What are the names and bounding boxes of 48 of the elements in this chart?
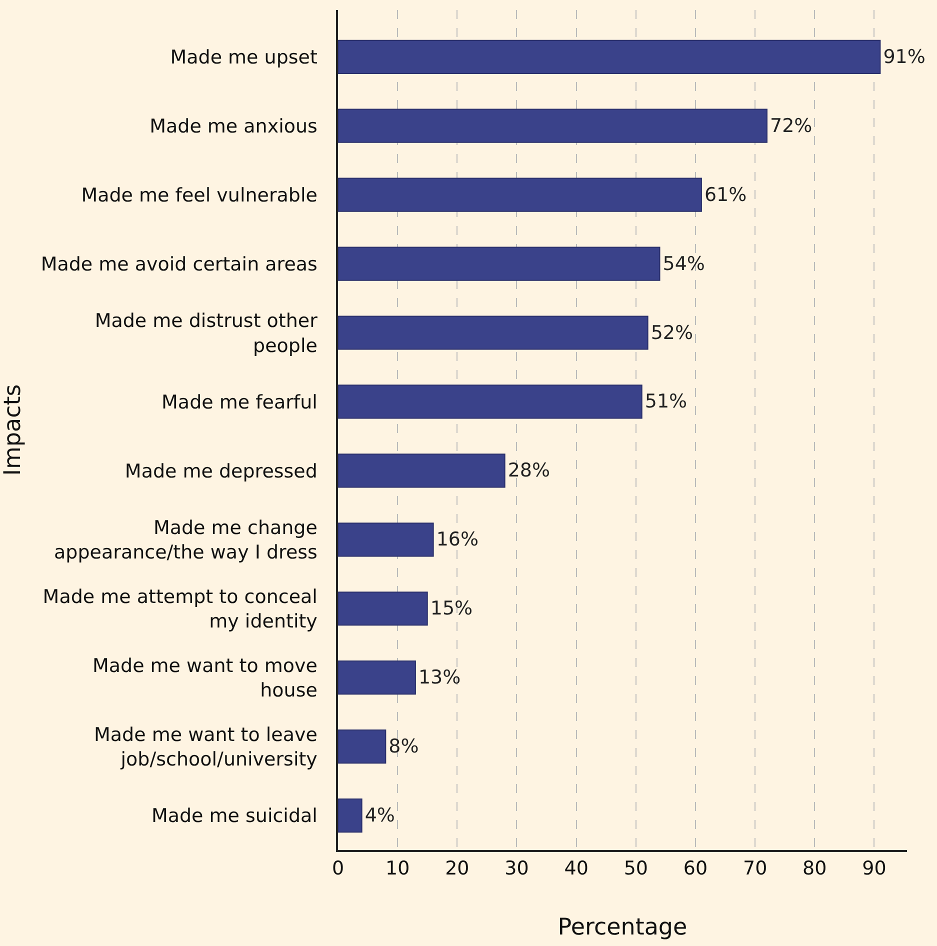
x-tick-label: 20 — [445, 858, 470, 880]
data-label: 51% — [644, 390, 688, 413]
data-label: 15% — [430, 598, 473, 620]
x-tick-label: 90 — [862, 858, 886, 880]
y-tick-label: Made me want to leave job/school/university — [94, 724, 318, 771]
bar — [338, 384, 642, 419]
y-tick-label: Made me suicidal — [151, 805, 318, 828]
data-label: 28% — [508, 460, 550, 482]
data-label: 13% — [418, 666, 461, 689]
bar — [338, 454, 506, 488]
y-tick-label: Made me depressed — [124, 460, 318, 482]
bar — [338, 660, 416, 695]
x-tick-label: 30 — [504, 858, 529, 880]
data-label: 54% — [662, 252, 705, 275]
bar — [338, 40, 881, 74]
data-label: 61% — [704, 184, 747, 206]
y-tick-label: Made me distrust other people — [94, 310, 318, 357]
data-label: 52% — [650, 322, 694, 344]
x-tick-label: 80 — [802, 858, 827, 880]
y-tick-label: Made me change appearance/the way I dress — [54, 516, 318, 564]
y-tick-label: Made me attempt to conceal my identity — [42, 586, 318, 633]
bar — [338, 178, 702, 212]
y-axis-title: Impacts — [0, 384, 26, 476]
y-tick-label: Made me feel vulnerable — [81, 184, 318, 206]
x-tick-label: 70 — [742, 858, 768, 880]
x-axis-title: Percentage — [558, 914, 688, 941]
y-tick-label: Made me want to move house — [92, 654, 318, 702]
x-tick-label: 0 — [332, 858, 344, 880]
y-tick-label: Made me anxious — [150, 116, 318, 138]
y-tick-label: Made me upset — [170, 46, 318, 69]
bar — [338, 592, 428, 626]
data-label: 72% — [770, 114, 812, 137]
data-label: 8% — [388, 736, 419, 758]
data-label: 4% — [364, 804, 395, 827]
data-label: 16% — [436, 528, 479, 551]
x-tick-label: 10 — [385, 858, 410, 880]
bar — [338, 108, 768, 143]
bar — [338, 730, 386, 764]
bar — [338, 246, 660, 281]
y-tick-label: Made me avoid certain areas — [40, 253, 318, 276]
x-tick-label: 50 — [624, 858, 648, 880]
bar — [338, 522, 434, 557]
y-tick-label: Made me fearful — [162, 391, 318, 414]
data-label: 91% — [883, 46, 926, 68]
x-tick-label: 40 — [564, 858, 588, 880]
bar — [338, 798, 362, 833]
bar — [338, 316, 648, 350]
x-tick-label: 60 — [683, 858, 708, 880]
